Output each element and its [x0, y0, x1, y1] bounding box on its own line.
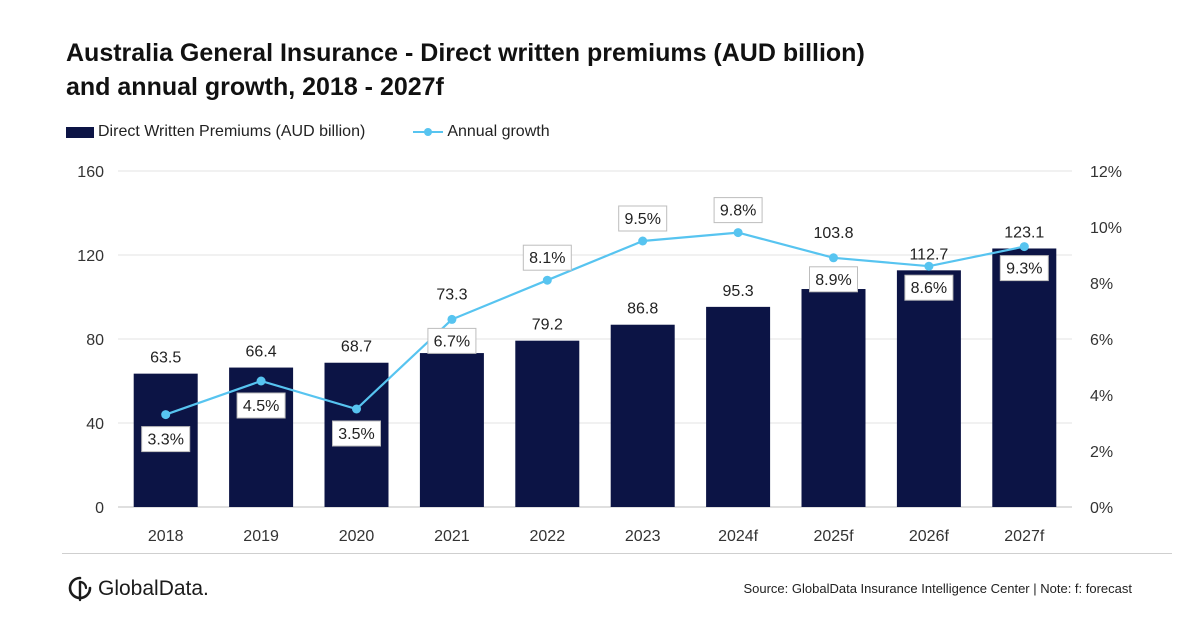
- growth-label-box: [141, 426, 191, 453]
- growth-label-box: [999, 255, 1049, 282]
- chart-title-line-1: Australia General Insurance - Direct wri…: [66, 39, 865, 67]
- bar-value-label: 68.7: [341, 339, 372, 356]
- bar-value-label: 112.7: [909, 246, 948, 263]
- x-tick-label: 2018: [148, 528, 184, 545]
- bar: [992, 248, 1057, 508]
- growth-point: [829, 253, 838, 263]
- bar-value-label: 86.8: [627, 301, 658, 318]
- globaldata-logo-icon: [68, 576, 92, 602]
- legend-bar-swatch: [66, 126, 94, 138]
- bar: [515, 340, 580, 507]
- chart-title: Australia General Insurance - Direct wri…: [66, 36, 1066, 104]
- x-tick-label: 2021: [434, 528, 470, 545]
- bar: [706, 306, 771, 507]
- x-tick-label: 2024f: [718, 528, 759, 545]
- growth-label-box: [809, 266, 858, 293]
- bar: [896, 270, 961, 507]
- growth-label-box: [618, 205, 668, 232]
- growth-point: [733, 228, 743, 238]
- growth-value-label: 9.8%: [720, 203, 756, 220]
- source-note: Source: GlobalData Insurance Intelligenc…: [743, 581, 1132, 596]
- bar-value-label: 79.2: [532, 317, 563, 334]
- growth-point: [638, 236, 648, 246]
- growth-value-label: 8.9%: [815, 272, 851, 289]
- bar-value-label: 63.5: [150, 350, 181, 367]
- growth-value-label: 8.6%: [911, 280, 947, 297]
- growth-label-box: [522, 244, 572, 271]
- y-right-tick-label: 8%: [1090, 276, 1113, 293]
- growth-point: [352, 404, 361, 414]
- bar-value-label: 103.8: [813, 225, 853, 242]
- growth-label-box: [427, 327, 477, 354]
- x-tick-label: 2022: [530, 528, 566, 545]
- growth-value-label: 4.5%: [243, 398, 279, 415]
- y-left-tick-label: 0: [95, 500, 104, 517]
- growth-point: [1019, 242, 1029, 252]
- growth-value-label: 3.5%: [338, 426, 374, 443]
- growth-label-box: [236, 392, 286, 419]
- bar: [801, 289, 866, 507]
- globaldata-logo: GlobalData.: [66, 574, 209, 604]
- y-right-tick-label: 10%: [1090, 220, 1122, 237]
- growth-point: [161, 410, 171, 420]
- legend-bars-label: Direct Written Premiums (AUD billion): [98, 123, 366, 140]
- legend-line-marker: [424, 128, 433, 136]
- growth-point: [924, 261, 934, 271]
- x-tick-label: 2020: [339, 528, 375, 545]
- x-tick-label: 2023: [625, 528, 661, 545]
- x-tick-label: 2025f: [813, 528, 854, 545]
- growth-label-box: [332, 420, 381, 447]
- y-right-tick-label: 2%: [1090, 444, 1113, 461]
- growth-label-box: [904, 274, 954, 301]
- growth-point: [256, 376, 266, 386]
- bar: [419, 353, 484, 507]
- bar-value-label: 123.1: [1004, 224, 1044, 241]
- legend-line-swatch: [413, 126, 444, 138]
- x-tick-label: 2026f: [909, 528, 950, 545]
- legend-line-label: Annual growth: [447, 123, 550, 140]
- bar: [610, 324, 675, 507]
- chart-legend: Direct Written Premiums (AUD billion) An…: [66, 121, 598, 143]
- footer-divider: [62, 553, 1172, 554]
- y-left-tick-label: 120: [77, 248, 104, 265]
- bar-value-label: 73.3: [436, 286, 467, 303]
- x-tick-label: 2019: [243, 528, 279, 545]
- y-right-tick-label: 0%: [1090, 500, 1113, 517]
- globaldata-logo-text: GlobalData.: [98, 577, 209, 600]
- legend-item-line: Annual growth: [413, 123, 550, 141]
- growth-value-label: 3.3%: [147, 432, 183, 449]
- y-right-tick-label: 12%: [1090, 164, 1122, 181]
- growth-label-box: [713, 197, 763, 224]
- legend-item-bars: Direct Written Premiums (AUD billion): [66, 123, 365, 141]
- y-right-tick-label: 4%: [1090, 388, 1113, 405]
- y-left-tick-label: 80: [86, 332, 104, 349]
- growth-value-label: 9.5%: [624, 211, 660, 228]
- x-tick-label: 2027f: [1004, 528, 1045, 545]
- chart-title-line-2: and annual growth, 2018 - 2027f: [66, 73, 444, 101]
- growth-value-label: 8.1%: [529, 250, 565, 267]
- y-left-tick-label: 160: [77, 164, 104, 181]
- growth-value-label: 9.3%: [1006, 261, 1042, 278]
- growth-line: [165, 231, 1025, 416]
- bar: [229, 367, 294, 507]
- growth-value-label: 6.7%: [434, 333, 470, 350]
- growth-point: [542, 275, 552, 285]
- y-right-tick-label: 6%: [1090, 332, 1113, 349]
- bar-value-label: 95.3: [723, 283, 754, 300]
- y-left-tick-label: 40: [86, 416, 104, 433]
- growth-point: [447, 314, 457, 324]
- bar-value-label: 66.4: [246, 344, 277, 361]
